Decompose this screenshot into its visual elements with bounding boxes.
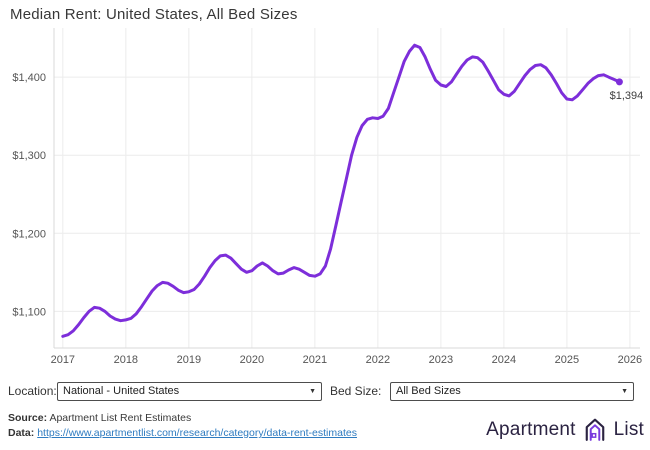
x-tick-label: 2021 [303,354,327,366]
median-rent-line [61,43,621,338]
x-tick-label: 2017 [51,354,75,366]
x-tick-label: 2025 [555,354,579,366]
y-tick-label: $1,400 [12,72,46,84]
source-text: Apartment List Rent Estimates [49,412,192,424]
chevron-down-icon: ▼ [309,388,316,395]
data-link[interactable]: https://www.apartmentlist.com/research/c… [37,427,357,439]
chevron-down-icon: ▼ [621,388,628,395]
y-tick-label: $1,200 [12,228,46,240]
rent-line-chart-svg: $1,100 $1,200 $1,300 $1,400 2017 2018 2019 2020… [12,28,644,366]
source-label: Source: [8,412,48,424]
bedsize-label: Bed Size: [330,384,382,398]
source-line: Source: Apartment List Rent Estimates [8,411,357,426]
rent-trend-chart: $1,100 $1,200 $1,300 $1,400 2017 2018 2019 2020… [12,28,644,366]
x-tick-label: 2022 [366,354,390,366]
x-tick-label: 2024 [492,354,516,366]
x-tick-label: 2020 [240,354,264,366]
attribution-footer: Source: Apartment List Rent Estimates Da… [8,411,357,441]
apartment-list-logo: Apartment List [486,416,644,444]
filter-controls: Location: National - United States ▼ Bed… [0,380,650,404]
data-label: Data: [8,427,35,439]
data-line: Data: https://www.apartmentlist.com/rese… [8,426,357,441]
last-point-value-label: $1,394 [610,90,644,102]
logo-word-apartment: Apartment [486,419,576,440]
y-tick-label: $1,100 [12,306,46,318]
last-point-dot [615,78,623,86]
page-title: Median Rent: United States, All Bed Size… [10,6,298,23]
location-dropdown[interactable]: National - United States ▼ [57,382,322,401]
y-tick-label: $1,300 [12,150,46,162]
x-tick-label: 2023 [429,354,453,366]
location-dropdown-value: National - United States [63,385,180,397]
logo-house-icon [585,418,604,441]
x-tick-label: 2026 [618,354,642,366]
bedsize-dropdown-value: All Bed Sizes [396,385,461,397]
location-label: Location: [8,384,57,398]
bedsize-dropdown[interactable]: All Bed Sizes ▼ [390,382,634,401]
x-tick-label: 2019 [177,354,201,366]
logo-word-list: List [613,419,644,440]
x-tick-label: 2018 [114,354,138,366]
